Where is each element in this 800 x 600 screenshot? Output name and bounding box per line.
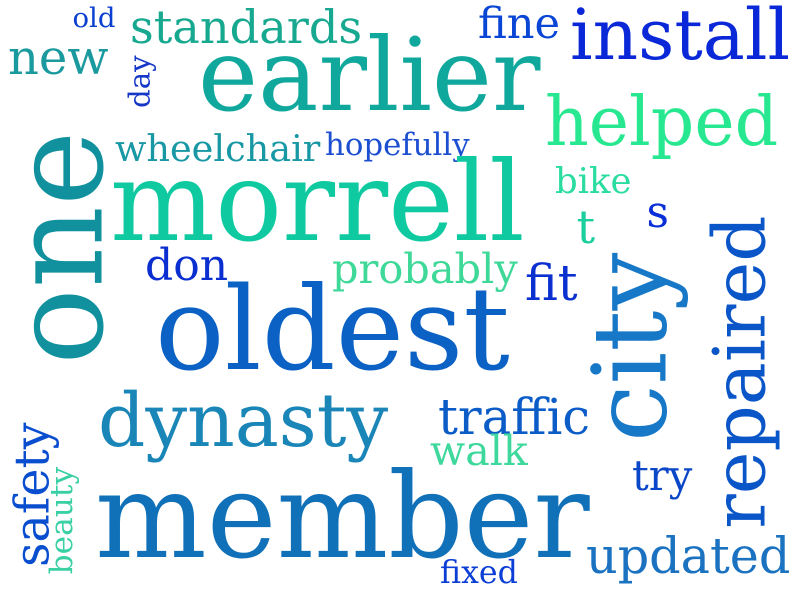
word-fit: fit	[525, 254, 578, 312]
word-t: t	[576, 199, 596, 254]
word-probably: probably	[332, 244, 518, 293]
word-day: day	[122, 55, 157, 108]
word-install: install	[570, 0, 791, 76]
word-helped: helped	[545, 82, 779, 162]
word-oldest: oldest	[155, 263, 510, 397]
word-bike: bike	[555, 160, 632, 202]
word-try: try	[632, 450, 693, 500]
word-hopefully: hopefully	[325, 126, 470, 163]
word-don: don	[145, 240, 229, 291]
word-traffic: traffic	[438, 387, 591, 446]
word-repaired: repaired	[698, 214, 783, 529]
word-wheelchair: wheelchair	[115, 126, 321, 170]
word-one: one	[0, 130, 133, 365]
word-fine: fine	[478, 0, 561, 49]
word-beauty: beauty	[44, 466, 81, 574]
word-new: new	[8, 29, 109, 86]
word-s: s	[646, 186, 669, 238]
word-fixed: fixed	[440, 555, 518, 591]
word-standards: standards	[130, 0, 363, 54]
word-city: city	[570, 252, 690, 442]
word-earlier: earlier	[198, 16, 541, 134]
word-member: member	[95, 448, 590, 585]
word-morrell: morrell	[110, 138, 525, 267]
word-dynasty: dynasty	[98, 377, 389, 464]
word-updated: updated	[586, 526, 791, 585]
word-walk: walk	[430, 426, 528, 475]
word-old: old	[72, 2, 116, 34]
